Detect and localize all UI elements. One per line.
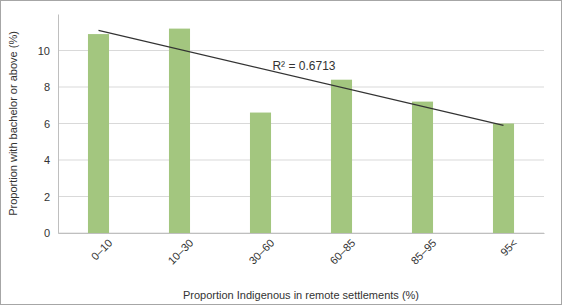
x-tick: 0–10 [89,233,115,262]
bar [88,34,109,233]
chart: 0 2 4 6 8 10 0–10 10–30 30–60 60–85 85–95 95< R² = 0… [0,0,562,305]
y-tick-label: 4 [44,154,50,166]
bar [250,113,271,233]
x-tick-label: 10–30 [165,237,195,267]
x-tick: 85–95 [408,233,438,267]
y-tick: 0 [44,227,58,239]
y-tick-label: 6 [44,118,50,130]
y-tick: 10 [38,45,58,57]
x-tick-label: 0–10 [89,237,115,263]
marks [88,29,514,233]
y-tick: 8 [44,81,58,93]
x-axis-line [59,233,545,234]
grid-line [58,87,544,88]
bar [493,124,514,234]
plot: 0 2 4 6 8 10 0–10 10–30 30–60 60–85 85–95 95< R² = 0… [38,15,545,267]
y-axis: 0 2 4 6 8 10 [38,15,59,240]
y-tick-label: 0 [44,227,50,239]
grid-line [58,123,544,124]
trend-line [99,30,504,125]
bar [331,80,352,233]
x-tick: 60–85 [327,233,357,267]
grid-line [58,160,544,161]
x-tick-label: 30–60 [246,237,276,267]
y-tick: 2 [44,191,58,203]
x-tick: 10–30 [165,233,195,267]
y-axis-title: Proportion with bachelor or above (%) [7,31,19,216]
x-tick-label: 95< [498,237,520,259]
y-tick-label: 8 [44,81,50,93]
x-tick: 95< [498,233,520,258]
bar [412,102,433,233]
x-tick-label: 85–95 [408,237,438,267]
grid-line [58,196,544,197]
bar [169,29,190,233]
x-tick: 30–60 [246,233,276,267]
y-axis-line [58,15,59,234]
grid-line [58,233,544,234]
y-tick: 4 [44,154,58,166]
y-tick-label: 2 [44,191,50,203]
chart-frame [1,1,562,305]
x-axis-title: Proportion Indigenous in remote settleme… [183,289,419,301]
annotation: R² = 0.6713 [272,59,335,73]
grid-line [58,50,544,51]
x-tick-label: 60–85 [327,237,357,267]
y-tick: 6 [44,118,58,130]
y-tick-label: 10 [38,45,50,57]
x-axis: 0–10 10–30 30–60 60–85 85–95 95< [59,233,545,267]
